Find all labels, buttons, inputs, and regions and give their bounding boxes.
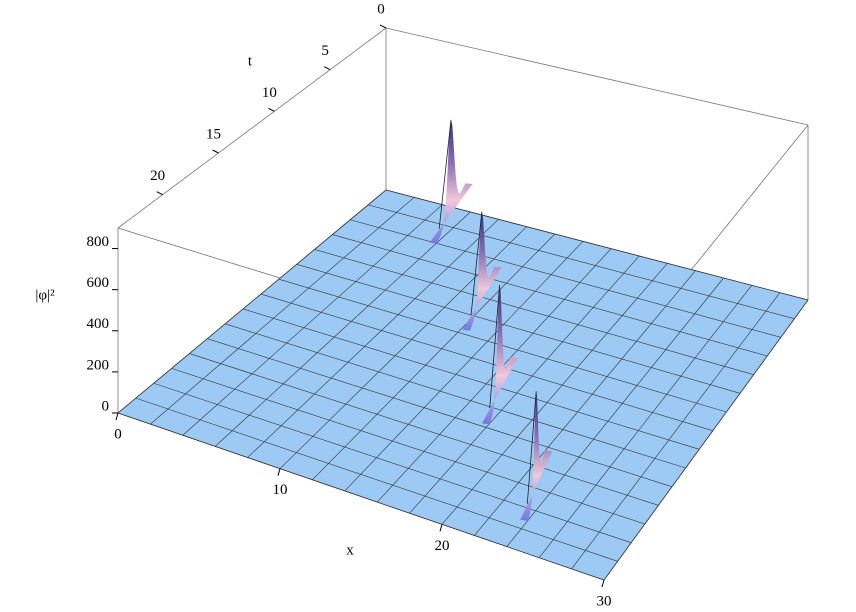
mesh-line — [376, 248, 612, 503]
y-tick — [212, 149, 219, 154]
mesh-line — [135, 397, 618, 562]
mesh-line — [214, 211, 471, 447]
peak-ridge — [438, 119, 452, 229]
z-tick-label: 800 — [87, 234, 110, 250]
y-tick — [323, 66, 331, 71]
x-tick-label: 0 — [114, 426, 122, 442]
peak — [462, 211, 502, 331]
mesh-line — [182, 204, 443, 436]
peak — [481, 284, 518, 425]
mesh-line — [350, 219, 781, 338]
y-tick-label: 15 — [206, 126, 221, 142]
x-tick — [277, 468, 281, 476]
z-tick-label: 400 — [87, 316, 110, 332]
z-tick-label: 600 — [87, 275, 110, 291]
peak — [520, 391, 553, 522]
peak — [429, 119, 473, 244]
mesh-line — [506, 277, 724, 547]
y-tick-label: 5 — [321, 43, 329, 59]
box-edge — [385, 27, 809, 126]
mesh-line — [332, 234, 768, 357]
y-tick-label: 20 — [150, 168, 165, 184]
z-axis-label: |φ|² — [35, 287, 55, 303]
mesh-line — [247, 219, 499, 458]
mesh-line — [207, 338, 673, 487]
mesh-line — [571, 292, 781, 570]
mesh-line — [171, 368, 645, 525]
x-tick-label: 30 — [597, 593, 612, 609]
mesh-line — [153, 382, 632, 543]
mesh-line — [260, 293, 713, 431]
x-axis-label: x — [346, 542, 354, 558]
y-tick — [379, 24, 387, 29]
mesh-line — [225, 323, 686, 469]
mesh-line — [189, 353, 659, 506]
mesh-line — [150, 197, 415, 425]
mesh-line — [474, 270, 696, 536]
mesh-line — [441, 263, 668, 525]
z-tick-label: 200 — [87, 357, 110, 373]
z-tick-label: 0 — [102, 398, 110, 414]
mesh-line — [314, 249, 754, 375]
mesh-line — [242, 308, 700, 450]
x-tick-label: 20 — [435, 538, 450, 554]
mesh-line — [538, 285, 752, 558]
x-tick — [115, 412, 119, 421]
y-tick-label: 10 — [262, 85, 277, 101]
y-tick — [156, 191, 163, 196]
x-tick — [601, 579, 605, 588]
mesh-line — [344, 241, 584, 492]
peak-ridge — [526, 391, 537, 504]
peak-ridge — [489, 284, 501, 409]
mesh-line — [296, 264, 741, 394]
y-tick — [268, 107, 275, 112]
t-axis-label: t — [248, 53, 253, 69]
peak-ridge — [470, 211, 483, 316]
mesh-line — [409, 255, 640, 514]
peaks — [429, 119, 553, 522]
mesh-line — [368, 204, 795, 319]
mesh-line — [312, 233, 556, 481]
y-tick-label: 0 — [377, 1, 385, 17]
surface — [117, 189, 809, 581]
x-tick — [439, 524, 443, 532]
x-tick-label: 10 — [273, 482, 288, 498]
